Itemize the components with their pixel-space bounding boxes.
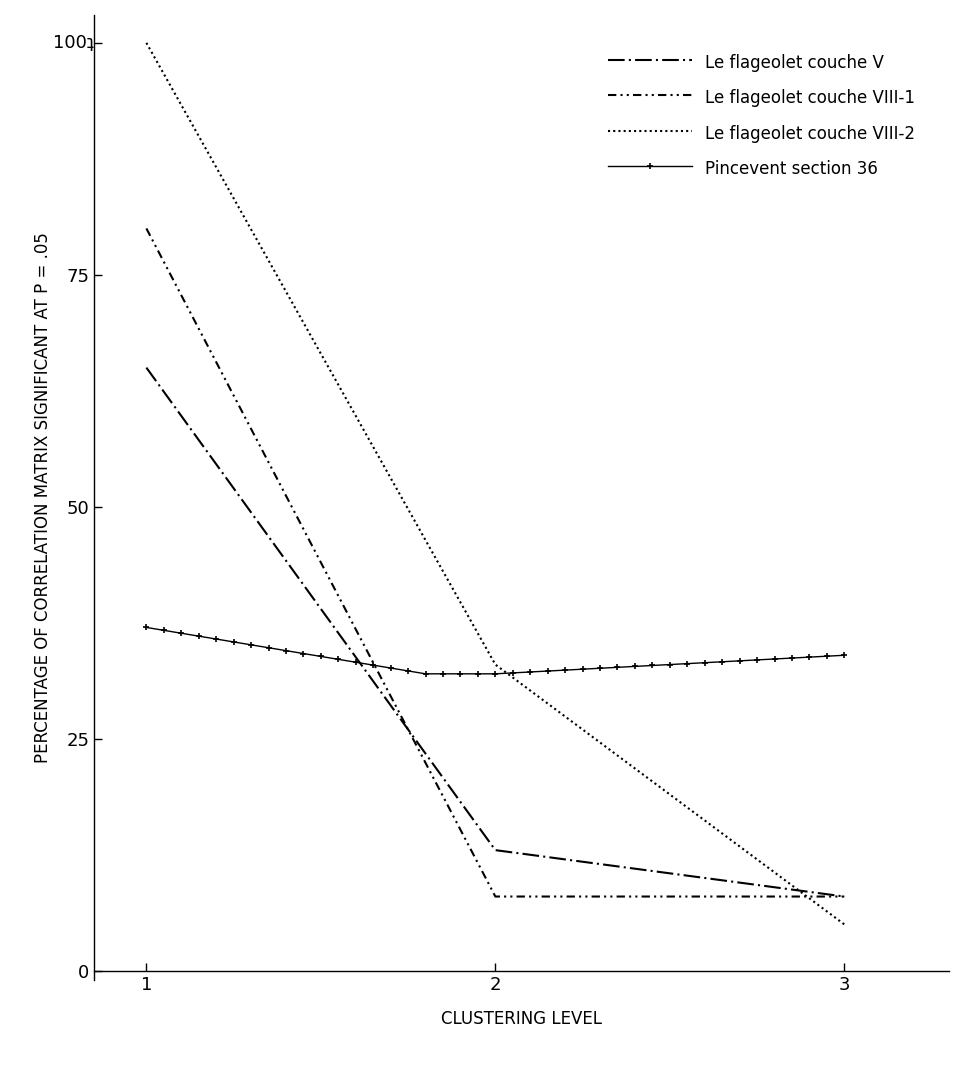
Le flageolet couche VIII-1 bbox=[141, 222, 152, 235]
Legend: Le flageolet couche V, Le flageolet couche VIII-1, Le flageolet couche VIII-2, P: Le flageolet couche V, Le flageolet couc… bbox=[608, 52, 915, 179]
Pincevent section 36 bbox=[751, 653, 763, 666]
Le flageolet couche V bbox=[839, 890, 850, 903]
Pincevent section 36 bbox=[141, 621, 152, 634]
Line: Pincevent section 36: Pincevent section 36 bbox=[143, 624, 847, 677]
Line: Le flageolet couche VIII-2: Le flageolet couche VIII-2 bbox=[147, 43, 844, 924]
Line: Le flageolet couche V: Le flageolet couche V bbox=[147, 368, 844, 897]
Line: Le flageolet couche VIII-1: Le flageolet couche VIII-1 bbox=[147, 228, 844, 897]
Le flageolet couche VIII-2 bbox=[141, 36, 152, 49]
Pincevent section 36 bbox=[664, 658, 676, 671]
Le flageolet couche VIII-2 bbox=[839, 918, 850, 931]
Pincevent section 36 bbox=[716, 656, 728, 668]
Pincevent section 36 bbox=[419, 667, 431, 680]
Pincevent section 36 bbox=[585, 662, 597, 675]
Pincevent section 36 bbox=[839, 649, 850, 662]
X-axis label: CLUSTERING LEVEL: CLUSTERING LEVEL bbox=[441, 1011, 602, 1029]
Le flageolet couche VIII-1 bbox=[839, 890, 850, 903]
Le flageolet couche VIII-1 bbox=[490, 890, 501, 903]
Text: 100ʇ: 100ʇ bbox=[53, 34, 94, 52]
Le flageolet couche VIII-2 bbox=[490, 658, 501, 671]
Pincevent section 36 bbox=[533, 665, 545, 678]
Le flageolet couche V bbox=[490, 843, 501, 856]
Le flageolet couche V bbox=[141, 361, 152, 374]
Pincevent section 36 bbox=[777, 652, 789, 665]
Y-axis label: PERCENTAGE OF CORRELATION MATRIX SIGNIFICANT AT P = .05: PERCENTAGE OF CORRELATION MATRIX SIGNIFI… bbox=[35, 232, 52, 763]
